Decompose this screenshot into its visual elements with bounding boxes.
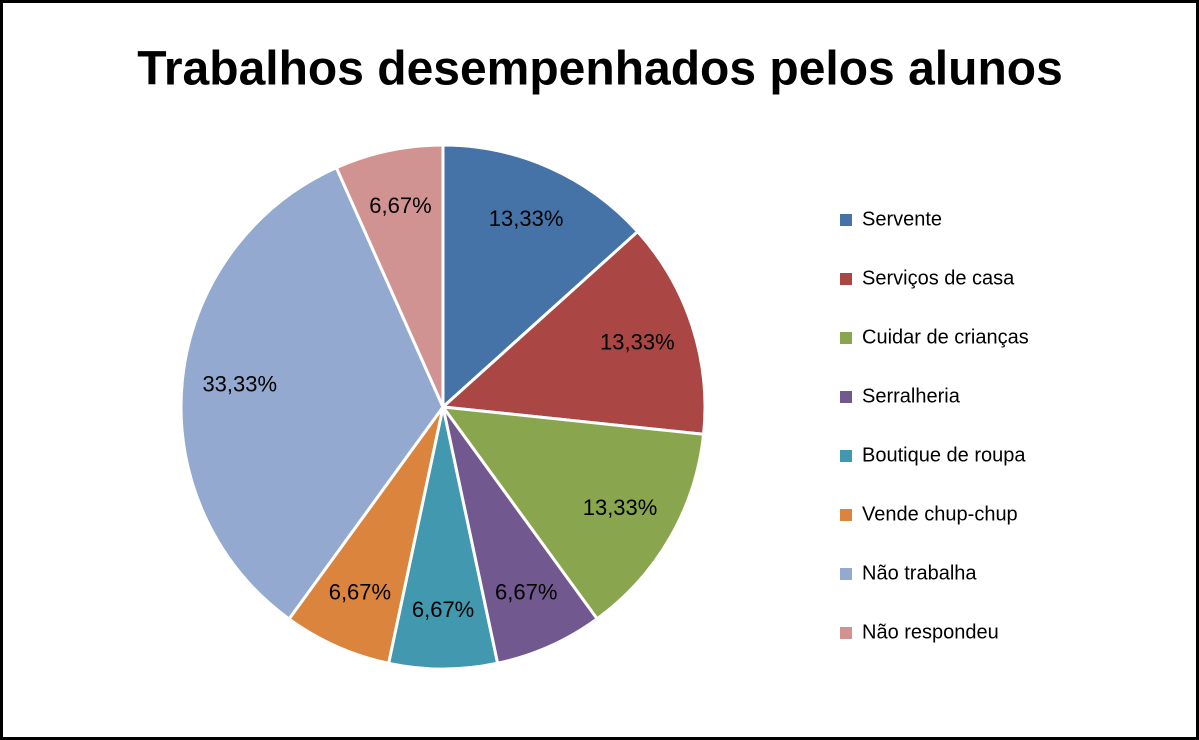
data-label: 6,67% xyxy=(329,580,391,605)
data-label: 33,33% xyxy=(202,371,277,396)
legend-label: Não trabalha xyxy=(862,562,977,584)
legend-swatch xyxy=(840,568,852,580)
legend-swatch xyxy=(840,509,852,521)
data-label: 6,67% xyxy=(369,193,431,218)
data-label: 13,33% xyxy=(600,330,675,355)
legend-label: Serralheria xyxy=(862,385,961,407)
legend-label: Serviços de casa xyxy=(862,267,1015,289)
pie-slice xyxy=(439,405,706,621)
legend-swatch xyxy=(840,391,852,403)
pie-slice xyxy=(179,165,445,622)
legend-label: Vende chup-chup xyxy=(862,503,1018,525)
pie-slice xyxy=(439,229,707,436)
legend-swatch xyxy=(840,627,852,639)
legend-label: Não respondeu xyxy=(862,621,999,643)
data-label: 6,67% xyxy=(412,597,474,622)
pie-slice xyxy=(334,143,445,408)
data-label: 13,33% xyxy=(583,495,658,520)
legend-swatch xyxy=(840,273,852,285)
pie-slice xyxy=(386,406,500,671)
legend-label: Cuidar de crianças xyxy=(862,326,1029,348)
legend-swatch xyxy=(840,214,852,226)
data-label: 6,67% xyxy=(495,579,557,604)
pie-slice xyxy=(286,406,445,666)
chart-title: Trabalhos desempenhados pelos alunos xyxy=(137,43,1063,96)
legend-label: Servente xyxy=(862,208,942,230)
legend-swatch xyxy=(840,332,852,344)
pie-slice xyxy=(441,143,640,411)
data-label: 13,33% xyxy=(489,206,564,231)
pie-slice xyxy=(441,406,600,666)
legend-swatch xyxy=(840,450,852,462)
legend-label: Boutique de roupa xyxy=(862,444,1026,466)
